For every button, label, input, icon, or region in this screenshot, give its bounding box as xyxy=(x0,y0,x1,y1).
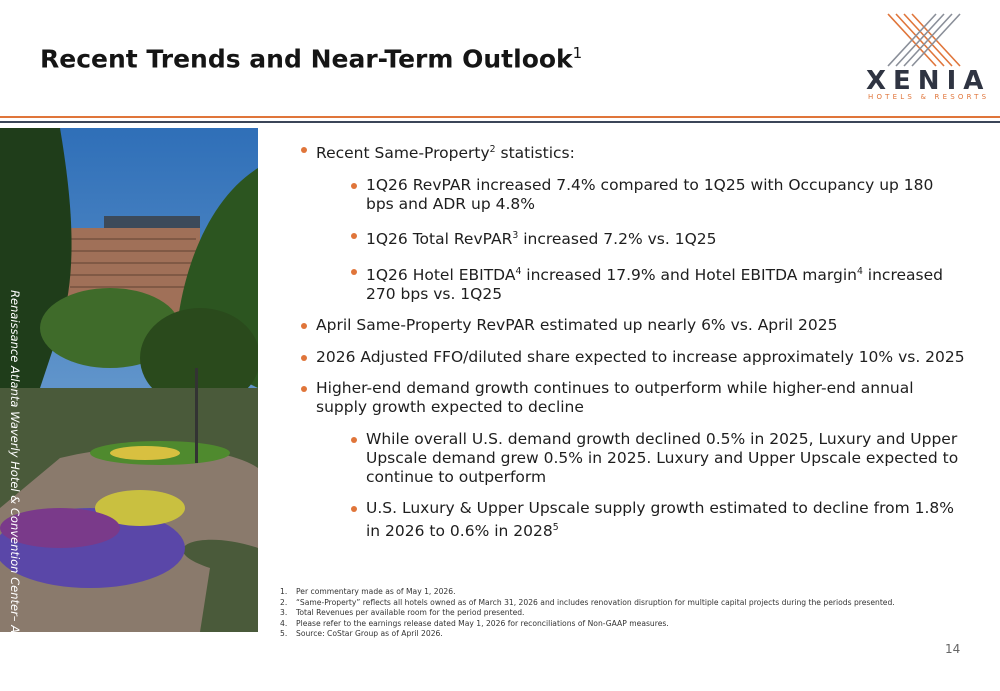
superscript: 1 xyxy=(572,44,583,62)
superscript: 4 xyxy=(515,265,522,277)
bullet: April Same-Property RevPAR estimated up … xyxy=(300,316,965,335)
bullet: U.S. Luxury & Upper Upscale supply growt… xyxy=(300,499,965,541)
logo-tagline: HOTELS & RESORTS xyxy=(868,93,990,101)
text-run: U.S. Luxury & Upper Upscale supply growt… xyxy=(366,499,955,541)
logo-name: XENIA xyxy=(866,66,991,96)
footnote-number: 2. xyxy=(280,597,288,607)
text-run: April Same-Property RevPAR estimated up … xyxy=(316,316,838,335)
bullet: Higher-end demand growth continues to ou… xyxy=(300,379,965,417)
page-number: 14 xyxy=(945,642,961,656)
footnotes: 1. Per commentary made as of May 1, 2026.… xyxy=(280,587,980,640)
footnote-text: Please refer to the earnings release dat… xyxy=(296,618,669,628)
footnote-number: 5. xyxy=(280,629,288,638)
footnote-text: Total Revenues per available room for th… xyxy=(296,608,525,617)
hotel-photo xyxy=(0,128,258,632)
bullet: Recent Same-Property2 statistics: xyxy=(300,140,965,163)
text-run: Recent Trends and Near-Term Outlook xyxy=(40,44,573,74)
superscript: 4 xyxy=(856,265,863,277)
footnote-text: Per commentary made as of May 1, 2026. xyxy=(296,587,456,596)
text-run: 1Q26 Hotel EBITDA xyxy=(366,265,516,284)
text-run: While overall U.S. demand growth decline… xyxy=(366,429,959,486)
text-run: increased 7.2% vs. 1Q25 xyxy=(518,230,717,249)
text-run: 2026 Adjusted FFO/diluted share expected… xyxy=(316,347,965,366)
bullet: 1Q26 Total RevPAR3 increased 7.2% vs. 1Q… xyxy=(300,226,965,249)
bullet: 2026 Adjusted FFO/diluted share expected… xyxy=(300,348,965,367)
text-run: 1Q26 RevPAR increased 7.4% compared to 1… xyxy=(366,175,934,213)
bullet-list: Recent Same-Property2 statistics: 1Q26 Re… xyxy=(300,140,965,554)
footnote: 3. Total Revenues per available room for … xyxy=(280,608,980,619)
bullet: 1Q26 RevPAR increased 7.4% compared to 1… xyxy=(300,176,965,214)
footnote-number: 4. xyxy=(280,618,288,628)
text-run: Recent Same-Property xyxy=(316,144,490,163)
text-run: increased 270 bps vs. 1Q25 xyxy=(366,265,943,303)
text-run: increased 17.9% and Hotel EBITDA margin xyxy=(521,265,857,284)
logo-mark xyxy=(887,13,961,67)
rule xyxy=(0,121,1000,123)
superscript: 3 xyxy=(512,230,519,242)
bullet: While overall U.S. demand growth decline… xyxy=(300,430,965,487)
footnote-number: 1. xyxy=(280,587,288,596)
bullet: 1Q26 Hotel EBITDA4 increased 17.9% and H… xyxy=(300,262,965,304)
footnote: 2. “Same-Property” reflects all hotels ow… xyxy=(280,598,980,609)
photo-caption: Renaissance Atlanta Waverly Hotel & Conv… xyxy=(8,290,22,691)
text-run: statistics: xyxy=(495,144,575,163)
text-run: Higher-end demand growth continues to ou… xyxy=(316,379,914,417)
text-run: 1Q26 Total RevPAR xyxy=(366,230,513,249)
footnote-text: Source: CoStar Group as of April 2026. xyxy=(296,629,443,638)
footnote: 4. Please refer to the earnings release d… xyxy=(280,619,980,630)
rule xyxy=(0,116,1000,118)
footnote: 1. Per commentary made as of May 1, 2026. xyxy=(280,587,980,598)
superscript: 5 xyxy=(552,522,559,534)
footnote: 5. Source: CoStar Group as of April 2026. xyxy=(280,629,980,640)
superscript: 2 xyxy=(489,144,496,155)
footnote-text: “Same-Property” reflects all hotels owne… xyxy=(296,597,895,607)
footnote-number: 3. xyxy=(280,608,288,617)
slide-title: Recent Trends and Near-Term Outlook1 xyxy=(40,44,582,73)
